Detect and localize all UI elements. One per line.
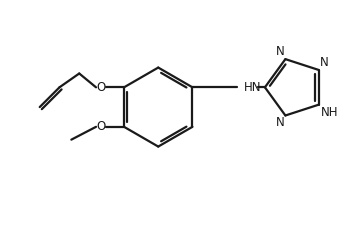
Text: NH: NH [320, 106, 338, 119]
Text: N: N [319, 56, 328, 69]
Text: N: N [276, 45, 284, 58]
Text: O: O [96, 120, 106, 133]
Text: N: N [276, 117, 284, 129]
Text: O: O [96, 81, 106, 94]
Text: HN: HN [244, 81, 262, 94]
